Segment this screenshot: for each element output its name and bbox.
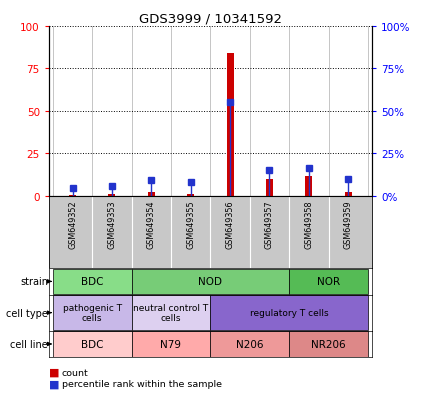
Text: N206: N206 xyxy=(236,339,264,349)
Bar xyxy=(132,332,210,357)
Bar xyxy=(132,296,210,330)
Text: GSM649354: GSM649354 xyxy=(147,200,156,248)
Bar xyxy=(53,332,132,357)
Text: ■: ■ xyxy=(49,367,60,377)
Text: GSM649352: GSM649352 xyxy=(68,200,77,248)
Bar xyxy=(53,296,132,330)
Title: GDS3999 / 10341592: GDS3999 / 10341592 xyxy=(139,13,282,26)
Bar xyxy=(69,195,76,196)
Text: GSM649358: GSM649358 xyxy=(304,200,313,248)
Bar xyxy=(345,193,352,196)
Bar xyxy=(108,195,116,196)
Bar xyxy=(289,269,368,294)
Text: GSM649357: GSM649357 xyxy=(265,200,274,248)
Text: strain: strain xyxy=(20,277,48,287)
Text: NR206: NR206 xyxy=(311,339,346,349)
Text: GSM649359: GSM649359 xyxy=(344,200,353,248)
Bar xyxy=(289,332,368,357)
Text: BDC: BDC xyxy=(81,277,103,287)
Text: GSM649356: GSM649356 xyxy=(226,200,235,248)
Text: percentile rank within the sample: percentile rank within the sample xyxy=(62,379,221,388)
Text: GSM649353: GSM649353 xyxy=(108,200,116,248)
Text: count: count xyxy=(62,368,88,377)
Bar xyxy=(210,296,368,330)
Text: GSM649355: GSM649355 xyxy=(186,200,195,248)
Bar xyxy=(53,269,132,294)
Text: NOR: NOR xyxy=(317,277,340,287)
Bar xyxy=(148,193,155,196)
Text: N79: N79 xyxy=(161,339,181,349)
Bar xyxy=(210,332,289,357)
Text: cell type: cell type xyxy=(6,308,48,318)
Text: neutral control T
cells: neutral control T cells xyxy=(133,303,209,323)
Text: cell line: cell line xyxy=(10,339,48,349)
Text: ■: ■ xyxy=(49,378,60,388)
Bar xyxy=(132,269,289,294)
Bar xyxy=(305,177,312,196)
Bar xyxy=(187,194,194,196)
Bar xyxy=(266,180,273,196)
Text: BDC: BDC xyxy=(81,339,103,349)
Bar xyxy=(227,54,234,196)
Text: NOD: NOD xyxy=(198,277,222,287)
Text: regulatory T cells: regulatory T cells xyxy=(250,309,329,318)
Text: pathogenic T
cells: pathogenic T cells xyxy=(62,303,122,323)
